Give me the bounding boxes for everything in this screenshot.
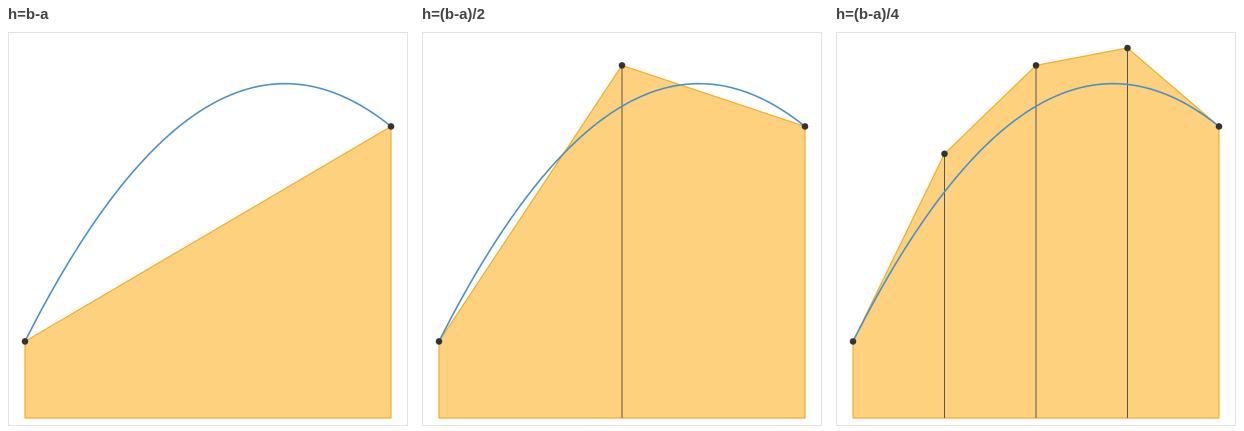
function-curve [24,82,392,342]
sample-point [387,123,395,130]
sample-point [801,123,809,130]
sample-point [941,150,948,158]
function-curve [852,82,1220,342]
panel-2: h=(b-a)/2 [422,0,822,431]
sample-point [618,62,626,69]
sample-point [1032,62,1040,69]
trapezoid-chart [849,44,1223,419]
function-curve [438,82,806,342]
trapezoid-area [24,125,392,419]
chart-title: h=b-a [8,6,49,23]
sample-point [435,338,443,345]
trapezoid-chart [21,82,395,419]
sample-point [849,338,857,345]
sample-point [1124,44,1131,52]
sample-point [21,338,29,345]
trapezoid-chart [435,62,809,419]
sample-point [1215,123,1223,130]
panel-1: h=b-a [8,0,408,431]
chart-title: h=(b-a)/4 [836,6,899,23]
chart-title: h=(b-a)/2 [422,6,485,23]
panel-3: h=(b-a)/4 [836,0,1236,431]
